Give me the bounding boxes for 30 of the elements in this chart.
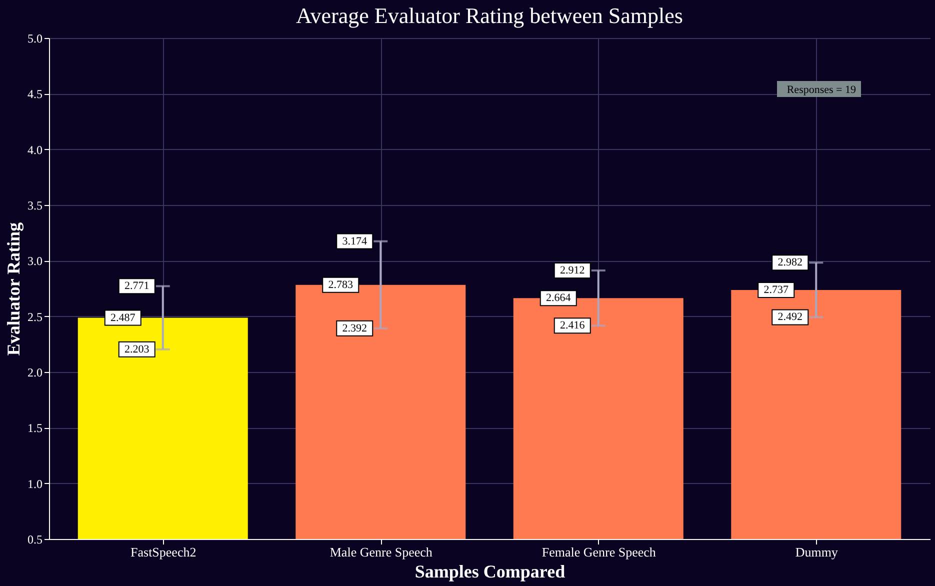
- y-tick-label: 3.5: [28, 198, 42, 212]
- x-tick-label: Dummy: [795, 544, 838, 560]
- y-tick-label: 2.5: [28, 310, 42, 324]
- annotation: 2.912: [560, 264, 585, 276]
- annotation: 2.203: [124, 343, 150, 356]
- x-tick-label: Male Genre Speech: [330, 544, 433, 560]
- y-tick-label: 1.5: [28, 421, 42, 436]
- data-label: 2.487: [110, 312, 136, 324]
- x-tick-label: Female Genre Speech: [542, 544, 656, 560]
- annotation: 2.492: [778, 311, 802, 324]
- annotation: 2.771: [124, 280, 150, 292]
- y-tick-label: 1.0: [28, 476, 42, 491]
- y-tick-label: 5.0: [28, 32, 42, 46]
- annotation: 2.982: [778, 256, 802, 269]
- x-axis-title: Samples Compared: [414, 562, 566, 582]
- data-label: 2.664: [546, 292, 572, 304]
- annotation: 2.392: [342, 322, 367, 334]
- annotation: 2.416: [560, 320, 586, 332]
- y-tick-label: 2.0: [28, 366, 42, 380]
- y-tick-label: 4.0: [28, 142, 42, 157]
- y-tick-label: 3.0: [28, 254, 42, 268]
- y-tick-label: 0.5: [28, 532, 42, 546]
- y-tick-label: 4.5: [28, 87, 42, 102]
- annotation: Responses = 19: [786, 84, 856, 96]
- x-tick-label: FastSpeech2: [130, 544, 196, 560]
- chart-title: Average Evaluator Rating between Samples: [296, 3, 683, 28]
- data-label: 2.783: [328, 278, 354, 291]
- annotation: 3.174: [342, 235, 368, 248]
- y-axis-title: Evaluator Rating: [4, 222, 24, 356]
- data-label: 2.737: [764, 284, 789, 296]
